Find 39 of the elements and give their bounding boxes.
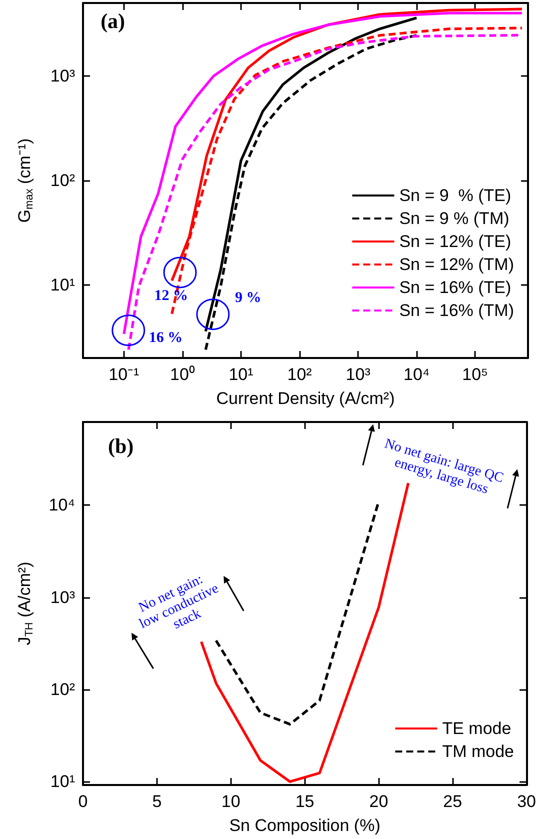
x-tick-label: 10² [287, 365, 312, 384]
legend-label: Sn = 16% (TE) [399, 278, 512, 297]
legend-label: Sn = 9 % (TE) [399, 186, 512, 205]
x-tick-label: 25 [443, 792, 462, 811]
annotation: (a) [100, 8, 126, 33]
annotation: 16 % [148, 330, 183, 346]
x-tick-label: 10⁴ [403, 365, 430, 384]
x-tick-label: 10⁵ [462, 365, 488, 384]
legend-label: Sn = 12% (TM) [399, 255, 514, 274]
y-tick-label: 10² [50, 680, 76, 700]
y-tick-label: 10¹ [50, 275, 76, 294]
legend-label: Sn = 12% (TE) [399, 232, 512, 251]
x-tick-label: 15 [295, 792, 314, 811]
x-tick-label: 5 [152, 792, 162, 811]
legend-label: TM mode [442, 742, 514, 761]
x-tick-label: 10⁻¹ [108, 365, 140, 384]
y-tick-label: 10⁴ [48, 496, 75, 515]
x-tick-label: 10³ [346, 365, 371, 384]
x-tick-label: 10¹ [228, 365, 254, 384]
y-axis-title: Gmax (cm⁻¹) [15, 138, 36, 223]
annotation: No net gain: large QC energy, large loss [382, 436, 508, 498]
x-tick-label: 10 [221, 792, 240, 811]
annotation: 12 % [154, 288, 188, 304]
x-tick-label: 0 [78, 792, 88, 811]
y-tick-label: 10³ [50, 66, 76, 86]
y-tick-label: 10² [50, 171, 76, 190]
y-axis-title: JTH (A/cm²) [15, 562, 36, 646]
annotation: (b) [108, 434, 134, 458]
legend-label: Sn = 9 % (TM) [399, 209, 510, 228]
legend-label: Sn = 16% (TM) [399, 301, 514, 320]
legend-label: TE mode [442, 719, 512, 738]
annotation: 9 % [234, 290, 262, 306]
x-axis-title: Sn Composition (%) [229, 816, 380, 835]
x-tick-label: 30 [517, 792, 536, 811]
x-tick-label: 10⁰ [170, 365, 195, 384]
y-tick-label: 10³ [50, 588, 76, 607]
y-tick-label: 10¹ [50, 772, 76, 792]
x-axis-title: Current Density (A/cm²) [216, 389, 395, 408]
x-tick-label: 20 [369, 792, 388, 811]
